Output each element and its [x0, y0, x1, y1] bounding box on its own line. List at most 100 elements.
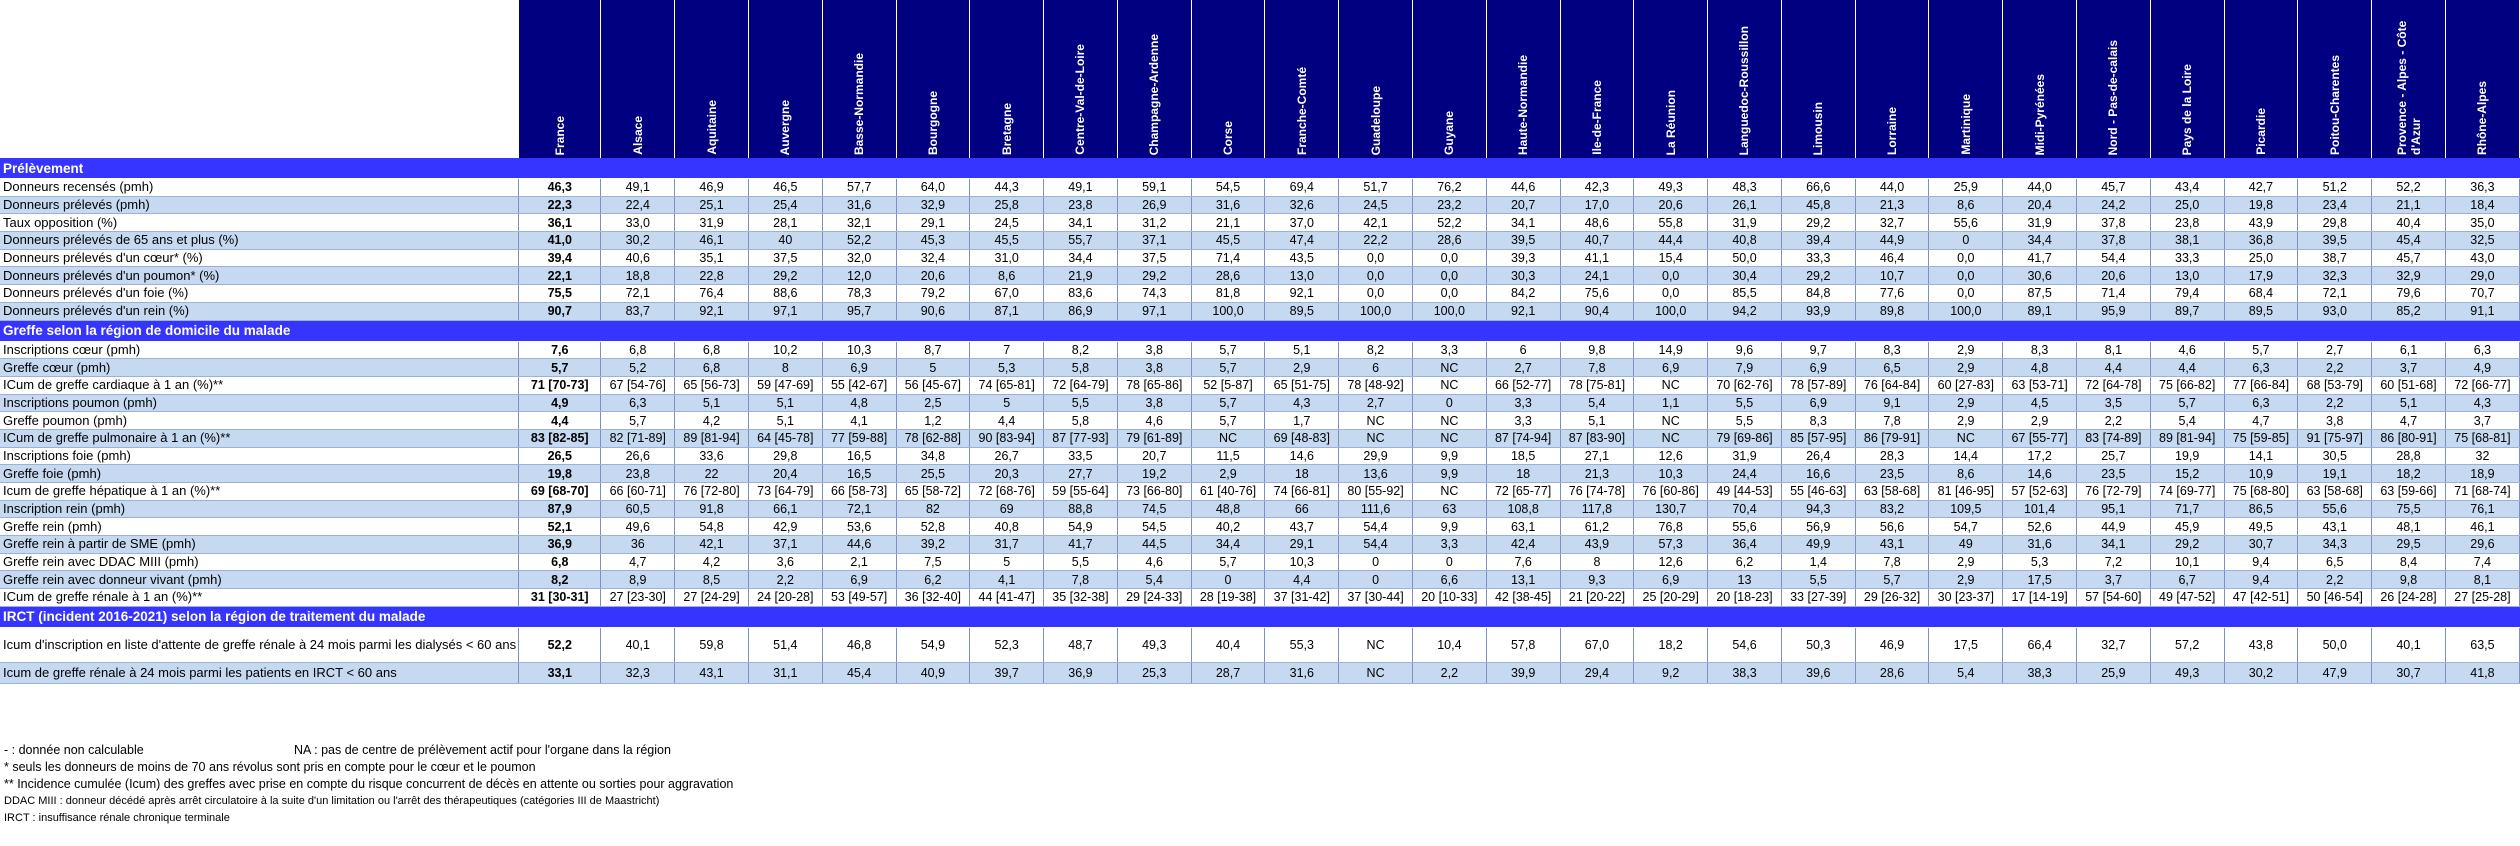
region-value-cell: 44,5	[1117, 535, 1192, 554]
region-value-cell: 26,1	[1707, 196, 1782, 215]
region-value-cell: 5,7	[1191, 358, 1266, 377]
region-value-cell: 90 [83-94]	[969, 429, 1045, 448]
region-value-cell: 60,5	[600, 500, 676, 519]
region-value-cell: 5,4	[1560, 394, 1635, 413]
region-value-cell: 63	[1412, 500, 1487, 519]
region-value-cell: 24,4	[1707, 464, 1782, 483]
region-value-cell: 47,9	[2297, 662, 2373, 684]
region-value-cell: 54,4	[2076, 249, 2151, 268]
region-value-cell: 34,4	[1191, 535, 1266, 554]
region-value-cell: 75 [68-80]	[2224, 482, 2299, 501]
region-header: Poitou-Charentes	[2297, 0, 2373, 158]
region-value-cell: 94,2	[1707, 302, 1782, 321]
region-value-cell: 19,8	[2224, 196, 2299, 215]
france-value-cell: 22,3	[518, 196, 602, 215]
region-value-cell: NC	[1633, 411, 1709, 430]
region-value-cell: 26,4	[1781, 447, 1856, 466]
region-value-cell: 6,6	[1412, 570, 1487, 590]
region-value-cell: 79,4	[2150, 284, 2225, 303]
page: France Alsace Aquitaine Auvergne Basse-Norma…	[0, 0, 2520, 824]
region-value-cell: 20,4	[748, 464, 823, 483]
region-value-cell: 50,0	[1707, 249, 1782, 268]
region-value-cell: 51,4	[748, 627, 823, 663]
table-row: Donneurs prélevés d'un cœur* (%) 39,4 40,6…	[0, 249, 2520, 268]
region-value-cell: 9,9	[1412, 447, 1487, 466]
region-value-cell: 74,5	[1117, 500, 1192, 519]
region-value-cell: 28,3	[1855, 447, 1930, 466]
region-value-cell: 44,6	[822, 535, 897, 554]
region-value-cell: 54,6	[1707, 627, 1782, 663]
region-value-cell: 4,9	[2445, 358, 2520, 377]
region-value-cell: 8,6	[1928, 196, 2004, 215]
region-value-cell: 20,6	[2076, 266, 2151, 286]
region-value-cell: 5	[969, 553, 1045, 572]
region-value-cell: 5,7	[2224, 341, 2299, 360]
france-value-cell: 33,1	[518, 662, 602, 684]
region-name: Corse	[1221, 120, 1236, 155]
region-value-cell: 23,8	[1043, 196, 1118, 215]
region-value-cell: 30,4	[1707, 266, 1782, 286]
region-value-cell: 74,3	[1117, 284, 1192, 303]
region-value-cell: 8,3	[1781, 411, 1856, 430]
france-value-cell: 39,4	[518, 249, 602, 268]
region-name: Pays de la Loire	[2180, 63, 2195, 155]
region-value-cell: 4,6	[2150, 341, 2225, 360]
region-value-cell: 83,2	[1855, 500, 1930, 519]
region-value-cell: 54,5	[1117, 517, 1192, 537]
region-value-cell: 32,3	[600, 662, 676, 684]
region-value-cell: 4,3	[1264, 394, 1340, 413]
row-label: Donneurs prélevés d'un poumon* (%)	[0, 266, 520, 286]
region-value-cell: 36,3	[2445, 178, 2520, 197]
region-value-cell: 45,8	[1781, 196, 1856, 215]
row-label: Inscriptions poumon (pmh)	[0, 394, 520, 413]
region-value-cell: 5,7	[1191, 553, 1266, 572]
table-row: Inscriptions foie (pmh) 26,5 26,6 33,6 29,8 1…	[0, 447, 2520, 466]
section-header-row: Prélèvement	[0, 158, 2520, 179]
region-value-cell: 5	[969, 394, 1045, 413]
region-name: Rhône-Alpes	[2475, 80, 2490, 155]
region-value-cell: 29,5	[2371, 535, 2446, 554]
region-value-cell: 0,0	[1633, 284, 1709, 303]
region-value-cell: 101,4	[2002, 500, 2077, 519]
region-value-cell: 31,2	[1117, 213, 1192, 233]
region-value-cell: 51,2	[2297, 178, 2373, 197]
region-header: France	[518, 0, 602, 158]
region-value-cell: 66	[1264, 500, 1340, 519]
region-value-cell: 45,4	[822, 662, 897, 684]
france-value-cell: 87,9	[518, 500, 602, 519]
region-value-cell: 4,1	[822, 411, 897, 430]
region-value-cell: 4,5	[2002, 394, 2077, 413]
region-header: Aquitaine	[674, 0, 749, 158]
region-value-cell: 33 [27-39]	[1781, 588, 1856, 607]
region-value-cell: 6,9	[822, 358, 897, 377]
region-value-cell: 8,3	[1855, 341, 1930, 360]
region-value-cell: 31,6	[822, 196, 897, 215]
region-value-cell: 14,6	[2002, 464, 2077, 483]
region-value-cell: 21,3	[1855, 196, 1930, 215]
region-value-cell: 23,5	[1855, 464, 1930, 483]
france-value-cell: 4,9	[518, 394, 602, 413]
region-value-cell: 89,8	[1855, 302, 1930, 321]
region-value-cell: 32,7	[2076, 627, 2151, 663]
region-value-cell: 8,7	[896, 341, 971, 360]
region-value-cell: 33,5	[1043, 447, 1118, 466]
table-row: Greffe rein avec DDAC MIII (pmh) 6,8 4,7 4,…	[0, 553, 2520, 572]
region-value-cell: 37,0	[1264, 213, 1340, 233]
region-value-cell: 6,5	[1855, 358, 1930, 377]
region-value-cell: 2,9	[1928, 553, 2004, 572]
region-value-cell: 35 [32-38]	[1043, 588, 1118, 607]
region-value-cell: 49,5	[2224, 517, 2299, 537]
region-value-cell: 32,4	[896, 249, 971, 268]
region-value-cell: 13,1	[1486, 570, 1561, 590]
region-value-cell: 93,0	[2297, 302, 2373, 321]
region-value-cell: NC	[1412, 376, 1487, 395]
table-row: Icum de greffe hépatique à 1 an (%)** 69 …	[0, 482, 2520, 501]
region-name: Basse-Normandie	[852, 52, 867, 155]
france-value-cell: 31 [30-31]	[518, 588, 602, 607]
region-value-cell: 76 [64-84]	[1855, 376, 1930, 395]
table-row: Donneurs prélevés d'un poumon* (%) 22,1 18…	[0, 266, 2520, 286]
region-value-cell: 39,9	[1486, 662, 1561, 684]
region-value-cell: 109,5	[1928, 500, 2004, 519]
region-value-cell: 21,3	[1560, 464, 1635, 483]
region-value-cell: 72 [65-77]	[1486, 482, 1561, 501]
